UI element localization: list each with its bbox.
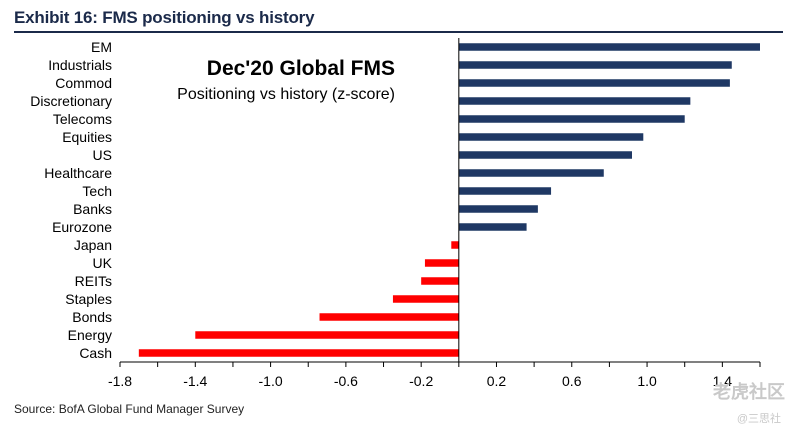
category-label: US [93,147,112,163]
bar-industrials [458,61,732,69]
x-tick-label: 1.0 [637,373,657,389]
bar-eurozone [458,223,527,231]
watermark-handle: @三思社 [736,413,781,425]
x-tick-label: 1.4 [713,373,733,389]
x-tick-label: 0.6 [562,373,582,389]
chart-title: Dec'20 Global FMS [207,57,395,80]
bar-bonds [319,313,459,321]
bar-japan [451,241,459,249]
category-label: Staples [65,291,112,307]
category-label: Healthcare [44,165,112,181]
bar-banks [458,205,538,213]
x-tick-label: -0.2 [409,373,433,389]
bar-em [458,43,760,51]
bar-discretionary [458,97,691,105]
bar-staples [392,295,459,303]
bar-tech [458,187,552,195]
category-label: Industrials [48,57,112,73]
category-label: Tech [82,183,112,199]
bar-reits [421,277,459,285]
bar-equities [458,133,644,141]
bar-us [458,151,632,159]
category-label: Cash [79,345,112,361]
bar-chart: EM Industrials Commod Discretionary Telecoms… [30,38,761,389]
category-label: Japan [74,237,112,253]
category-label: Eurozone [52,219,112,235]
x-tick-label: 0.2 [487,373,507,389]
x-tick-label: -1.8 [108,373,132,389]
x-tick-label: -1.4 [183,373,207,389]
category-label: UK [93,255,113,271]
x-tick-label: -1.0 [259,373,283,389]
watermark-logo: 老虎社区 [713,382,785,402]
category-label: Equities [62,129,112,145]
category-label: Energy [68,327,112,343]
title-divider [14,31,783,33]
bar-cash [138,349,459,357]
axes-group: -1.8 -1.4 -1.0 -0.6 -0.2 0.2 0.6 1.0 1.4 [108,38,761,389]
chart-subtitle: Positioning vs history (z-score) [177,86,395,103]
bar-uk [424,259,459,267]
exhibit-title: Exhibit 16: FMS positioning vs history [14,8,315,27]
x-tick-label: -0.6 [334,373,358,389]
category-label: EM [91,39,112,55]
category-label: Bonds [72,309,112,325]
source-note: Source: BofA Global Fund Manager Survey [14,402,245,416]
category-label: REITs [75,273,112,289]
bar-healthcare [458,169,604,177]
category-label: Telecoms [53,111,112,127]
bar-telecoms [458,115,685,123]
category-label: Commod [55,75,112,91]
bars-group [138,43,760,357]
category-label: Banks [73,201,112,217]
bar-commod [458,79,730,87]
category-labels: EM Industrials Commod Discretionary Telecoms… [30,39,112,361]
bar-energy [195,331,459,339]
category-label: Discretionary [30,93,112,109]
